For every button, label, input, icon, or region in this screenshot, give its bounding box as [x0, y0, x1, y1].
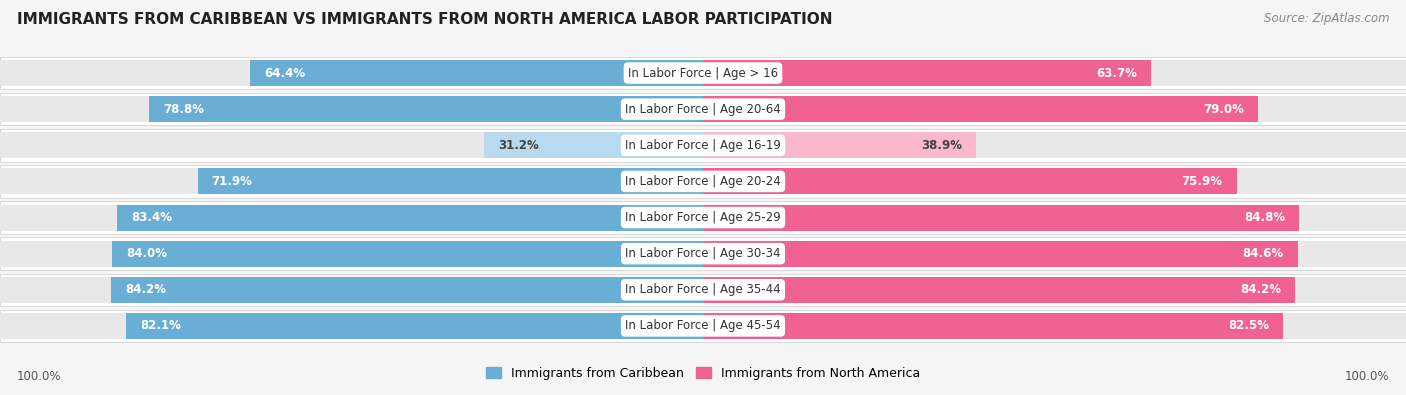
Text: 84.2%: 84.2%: [125, 283, 166, 296]
Text: 75.9%: 75.9%: [1181, 175, 1223, 188]
Bar: [703, 168, 1237, 194]
Bar: [0, 60, 703, 86]
Text: In Labor Force | Age 16-19: In Labor Force | Age 16-19: [626, 139, 780, 152]
Text: 82.1%: 82.1%: [141, 320, 181, 333]
Bar: [0, 241, 703, 267]
Bar: [703, 60, 1406, 86]
Text: 64.4%: 64.4%: [264, 66, 305, 79]
Text: IMMIGRANTS FROM CARIBBEAN VS IMMIGRANTS FROM NORTH AMERICA LABOR PARTICIPATION: IMMIGRANTS FROM CARIBBEAN VS IMMIGRANTS …: [17, 12, 832, 27]
Text: In Labor Force | Age 25-29: In Labor Force | Age 25-29: [626, 211, 780, 224]
Text: 63.7%: 63.7%: [1095, 66, 1136, 79]
Bar: [703, 132, 1406, 158]
Bar: [250, 60, 703, 86]
Text: In Labor Force | Age 35-44: In Labor Force | Age 35-44: [626, 283, 780, 296]
Bar: [703, 168, 1406, 194]
Text: 83.4%: 83.4%: [131, 211, 172, 224]
Bar: [117, 205, 703, 231]
Bar: [0, 132, 703, 158]
Text: In Labor Force | Age 45-54: In Labor Force | Age 45-54: [626, 320, 780, 333]
Bar: [149, 96, 703, 122]
Bar: [0, 237, 1406, 270]
Bar: [0, 277, 703, 303]
Text: In Labor Force | Age 20-24: In Labor Force | Age 20-24: [626, 175, 780, 188]
Text: In Labor Force | Age > 16: In Labor Force | Age > 16: [628, 66, 778, 79]
Bar: [0, 96, 703, 122]
Bar: [703, 60, 1150, 86]
Bar: [703, 241, 1298, 267]
Text: Source: ZipAtlas.com: Source: ZipAtlas.com: [1264, 12, 1389, 25]
Bar: [703, 205, 1406, 231]
Bar: [0, 273, 1406, 306]
Bar: [703, 205, 1299, 231]
Legend: Immigrants from Caribbean, Immigrants from North America: Immigrants from Caribbean, Immigrants fr…: [481, 362, 925, 385]
Bar: [127, 313, 703, 339]
Bar: [112, 241, 703, 267]
Text: 100.0%: 100.0%: [1344, 370, 1389, 383]
Text: 100.0%: 100.0%: [17, 370, 62, 383]
Bar: [703, 241, 1406, 267]
Bar: [0, 205, 703, 231]
Bar: [703, 132, 977, 158]
Text: In Labor Force | Age 20-64: In Labor Force | Age 20-64: [626, 103, 780, 116]
Bar: [0, 168, 703, 194]
Bar: [703, 96, 1406, 122]
Bar: [703, 277, 1406, 303]
Text: 31.2%: 31.2%: [498, 139, 538, 152]
Bar: [0, 57, 1406, 89]
Bar: [703, 313, 1282, 339]
Bar: [703, 313, 1406, 339]
Bar: [484, 132, 703, 158]
Text: 79.0%: 79.0%: [1204, 103, 1244, 116]
Bar: [703, 277, 1295, 303]
Text: 84.0%: 84.0%: [127, 247, 167, 260]
Text: 78.8%: 78.8%: [163, 103, 204, 116]
Bar: [0, 313, 703, 339]
Text: 84.6%: 84.6%: [1243, 247, 1284, 260]
Bar: [0, 129, 1406, 162]
Bar: [0, 93, 1406, 125]
Text: In Labor Force | Age 30-34: In Labor Force | Age 30-34: [626, 247, 780, 260]
Text: 82.5%: 82.5%: [1227, 320, 1268, 333]
Bar: [703, 96, 1258, 122]
Text: 38.9%: 38.9%: [921, 139, 963, 152]
Bar: [0, 310, 1406, 342]
Bar: [111, 277, 703, 303]
Text: 84.8%: 84.8%: [1244, 211, 1285, 224]
Text: 71.9%: 71.9%: [211, 175, 253, 188]
Bar: [0, 201, 1406, 234]
Bar: [197, 168, 703, 194]
Bar: [0, 165, 1406, 198]
Text: 84.2%: 84.2%: [1240, 283, 1281, 296]
